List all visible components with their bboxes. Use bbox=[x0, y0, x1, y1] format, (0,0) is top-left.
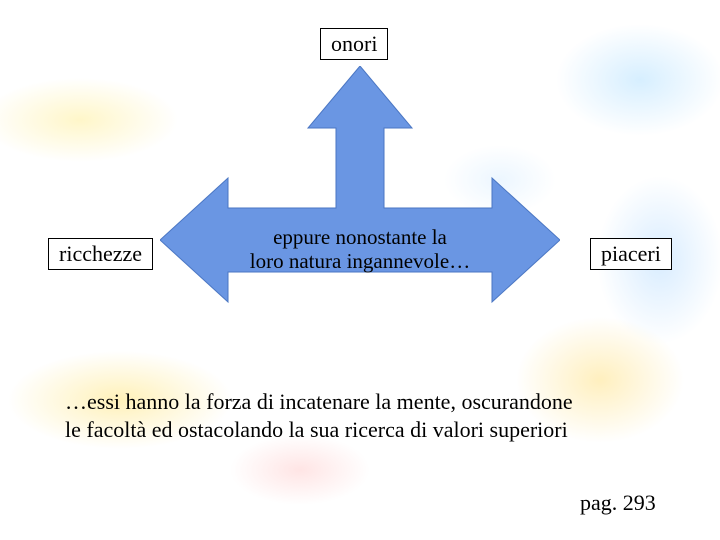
label-box-right: piaceri bbox=[590, 238, 672, 270]
arrow-svg bbox=[160, 66, 560, 326]
bottom-paragraph: …essi hanno la forza di incatenare la me… bbox=[65, 388, 573, 443]
center-text-line1: eppure nonostante la bbox=[230, 225, 490, 249]
page-reference: pag. 293 bbox=[580, 490, 656, 516]
three-way-arrow bbox=[160, 66, 560, 326]
label-box-left: ricchezze bbox=[48, 238, 153, 270]
bottom-line1: …essi hanno la forza di incatenare la me… bbox=[65, 388, 573, 416]
center-text-line2: loro natura ingannevole… bbox=[230, 249, 490, 273]
arrow-center-text: eppure nonostante la loro natura inganne… bbox=[230, 225, 490, 273]
label-box-top: onori bbox=[320, 28, 388, 60]
bottom-line2: le facoltà ed ostacolando la sua ricerca… bbox=[65, 416, 573, 444]
